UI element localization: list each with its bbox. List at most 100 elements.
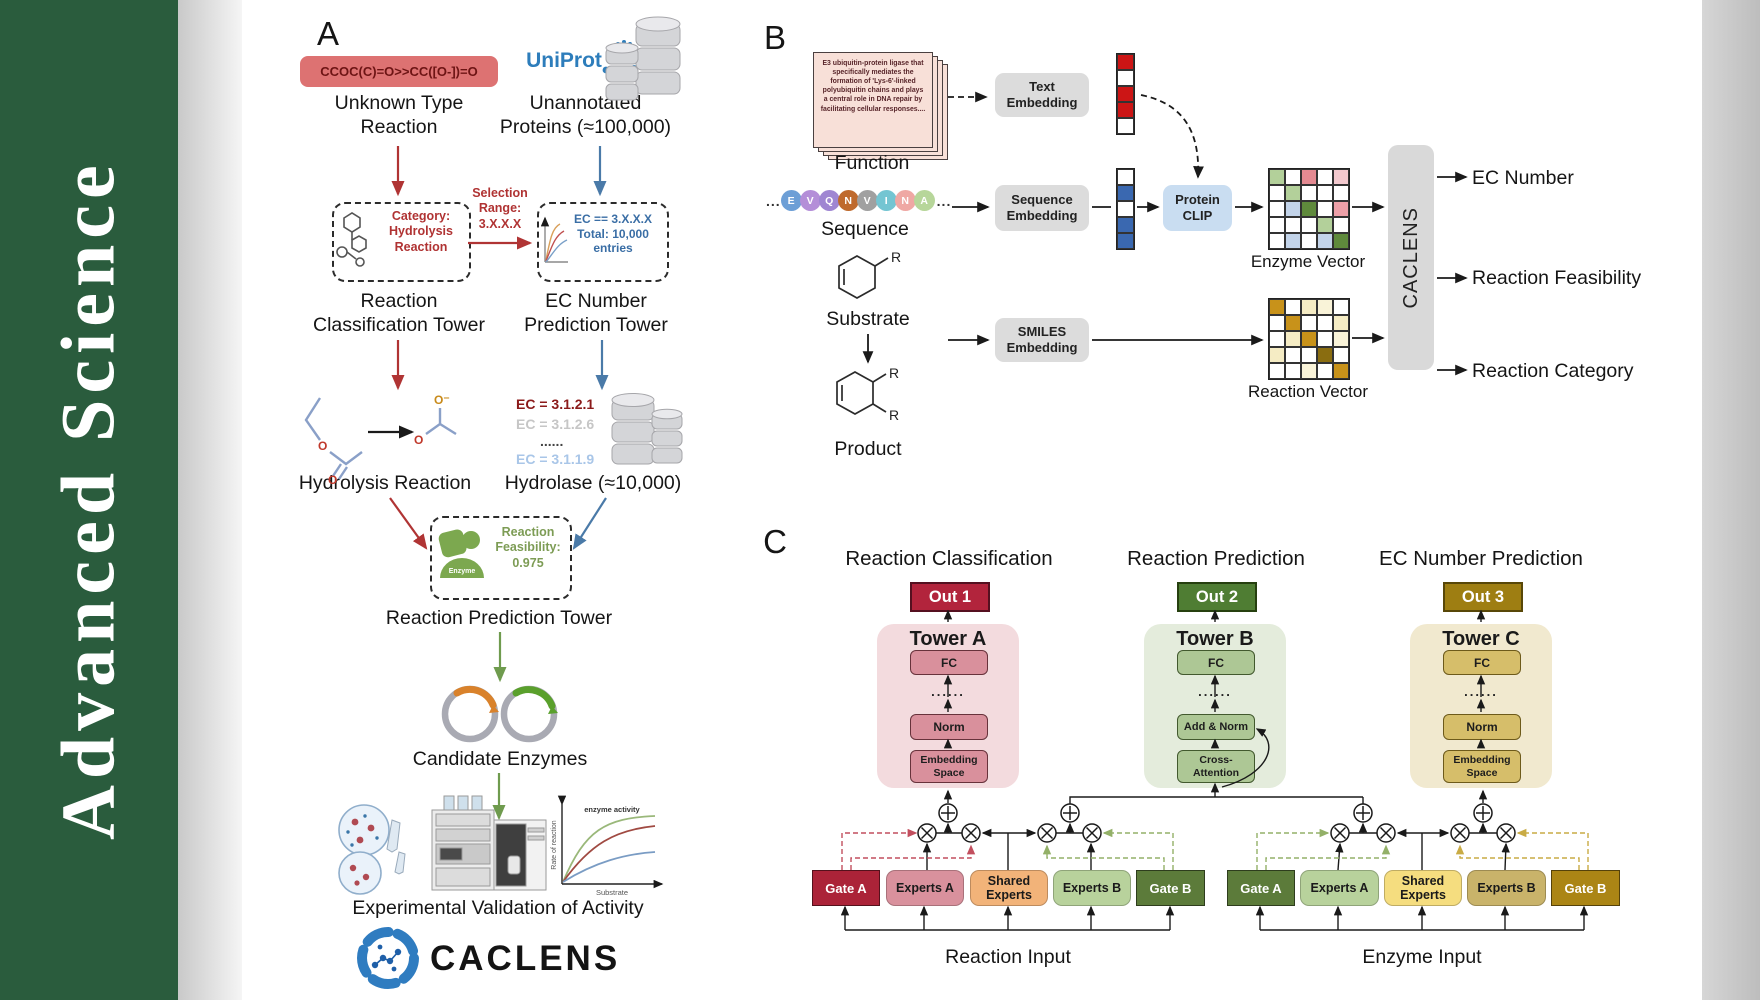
text-embedding-vector — [1116, 53, 1135, 135]
hplc-machine-icon — [431, 795, 547, 891]
tower-a-title: Reaction Classification — [845, 547, 1053, 570]
residue-circle: E — [780, 190, 802, 211]
panel-a-label: A — [316, 15, 339, 52]
hydrolase-label: Hydrolase (≈10,000) — [504, 472, 682, 494]
tower-c-embedding-space: Embedding Space — [1443, 750, 1521, 783]
reaction-vector-label: Reaction Vector — [1247, 382, 1368, 401]
caclens-bar: CACLENS — [1388, 145, 1434, 370]
svg-text:O: O — [318, 439, 327, 453]
category-text: Category: Hydrolysis Reaction — [389, 209, 453, 254]
experts-b-enzyme: Experts B — [1467, 870, 1546, 906]
svg-text:O⁻: O⁻ — [434, 393, 450, 407]
reaction-input-label: Reaction Input — [945, 946, 1071, 968]
ec-range-text: EC == 3.X.X.X Total: 10,000 entries — [573, 212, 653, 256]
selection-range-text: Selection Range: 3.X.X.X — [472, 186, 528, 231]
plasmid-icons — [441, 685, 558, 743]
tower-b-name: Tower B — [1176, 628, 1254, 650]
prediction-tower-label: Reaction Prediction Tower — [385, 607, 613, 629]
enzyme-vector-matrix — [1268, 168, 1350, 250]
residue-circle: N — [894, 190, 916, 211]
uniprot-logo: UniProt — [526, 49, 602, 72]
mixing-nodes — [917, 803, 1516, 843]
sequence-embedding-box: Sequence Embedding — [995, 185, 1089, 231]
out2-box: Out 2 — [1177, 582, 1257, 612]
svg-text:R: R — [891, 249, 901, 265]
activity-plot: enzyme activity Rate of reaction Substra… — [551, 795, 664, 897]
residue-circle: V — [856, 190, 878, 211]
shared-experts-reaction: Shared Experts — [970, 870, 1048, 906]
smiles-embedding-box: SMILES Embedding — [995, 318, 1089, 362]
product-molecule-icon: R R — [836, 365, 899, 423]
output-reaction-category: Reaction Category — [1472, 360, 1634, 382]
tower-a-fc: FC — [910, 650, 988, 675]
assay-icon — [338, 804, 406, 895]
function-label: Function — [834, 152, 910, 174]
tower-b-add-norm: Add & Norm — [1177, 714, 1255, 740]
tower-a-name: Tower A — [909, 628, 987, 650]
tower-a-norm: Norm — [910, 714, 988, 740]
journal-title: Advanced Science — [46, 159, 131, 841]
validation-label: Experimental Validation of Activity — [352, 897, 644, 919]
ec-tower-label: EC Number Prediction Tower — [524, 290, 668, 336]
tower-c-dots: ...... — [1464, 684, 1498, 699]
caclens-wordmark: CACLENS — [430, 939, 621, 978]
enzyme-input-label: Enzyme Input — [1362, 946, 1482, 968]
panel-b-label: B — [763, 19, 786, 56]
output-reaction-feasibility: Reaction Feasibility — [1472, 267, 1642, 289]
gate-a-reaction: Gate A — [812, 870, 880, 906]
function-card-text: E3 ubiquitin-protein ligase that specifi… — [820, 60, 926, 113]
tower-b-fc: FC — [1177, 650, 1255, 675]
svg-text:R: R — [889, 365, 899, 381]
journal-sidebar: Advanced Science — [0, 0, 178, 1000]
gate-b-enzyme: Gate B — [1551, 870, 1620, 906]
sum-node-icon — [938, 803, 1493, 823]
experts-a-enzyme: Experts A — [1300, 870, 1379, 906]
experts-a-reaction: Experts A — [886, 870, 964, 906]
product-node-icon — [917, 823, 1516, 843]
svg-text:Substrate: Substrate — [596, 888, 628, 897]
substrate-label: Substrate — [826, 308, 910, 330]
svg-text:enzyme activity: enzyme activity — [584, 805, 640, 814]
residue-circle: N — [837, 190, 859, 211]
gate-b-reaction: Gate B — [1136, 870, 1205, 906]
function-card: E3 ubiquitin-protein ligase that specifi… — [813, 52, 933, 148]
shared-experts-enzyme: Shared Experts — [1384, 870, 1462, 906]
panel-c-label: C — [763, 523, 787, 560]
feasibility-box — [430, 516, 572, 600]
svg-text:R: R — [889, 407, 899, 423]
ec-list-item: EC = 3.1.2.1 — [516, 396, 595, 412]
hydrolysis-molecules-icon — [304, 397, 457, 480]
ec-list-item: EC = 3.1.1.9 — [516, 451, 595, 467]
database-icon — [611, 393, 683, 465]
tower-c-title: EC Number Prediction — [1379, 547, 1583, 570]
out3-box: Out 3 — [1443, 582, 1523, 612]
enzyme-vector-label: Enzyme Vector — [1250, 252, 1366, 271]
tower-c-name: Tower C — [1442, 628, 1520, 650]
right-gray-strip — [1702, 0, 1760, 1000]
output-ec-number: EC Number — [1472, 167, 1574, 189]
gate-a-enzyme: Gate A — [1227, 870, 1295, 906]
left-gray-strip — [178, 0, 242, 1000]
caclens-logo-icon — [357, 927, 419, 989]
ellipsis: ... — [936, 192, 952, 209]
tower-b-dots: ...... — [1198, 684, 1232, 699]
unannotated-label: Unannotated Proteins (≈100,000) — [499, 92, 672, 138]
sequence-label: Sequence — [821, 218, 909, 240]
database-icon — [605, 16, 681, 101]
hydrolysis-label: Hydrolysis Reaction — [298, 472, 472, 494]
residue-circle: I — [875, 190, 897, 211]
svg-text:Rate of reaction: Rate of reaction — [551, 820, 558, 870]
tower-b-cross-attention: Cross- Attention — [1177, 750, 1255, 783]
sequence-embedding-vector — [1116, 168, 1135, 250]
product-label: Product — [834, 438, 902, 460]
text-embedding-box: Text Embedding — [995, 73, 1089, 117]
substrate-molecule-icon: R — [838, 249, 901, 299]
reaction-vector-matrix — [1268, 298, 1350, 380]
tower-c-norm: Norm — [1443, 714, 1521, 740]
tower-a-embedding-space: Embedding Space — [910, 750, 988, 783]
svg-text:O: O — [414, 433, 423, 447]
tower-c-fc: FC — [1443, 650, 1521, 675]
